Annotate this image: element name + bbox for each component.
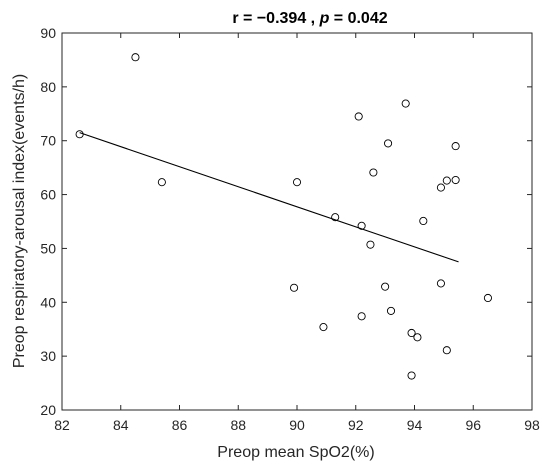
data-point (357, 312, 366, 321)
data-point (131, 53, 140, 62)
x-tick-label: 96 (465, 417, 481, 433)
y-tick-label: 30 (40, 348, 56, 364)
data-point (290, 283, 299, 292)
data-point (366, 240, 375, 249)
data-point (381, 282, 390, 291)
data-point (413, 333, 422, 342)
x-tick-label: 90 (289, 417, 305, 433)
data-point (442, 176, 451, 185)
data-point (157, 178, 166, 187)
chart-title-p-part: = 0.042 (329, 10, 387, 27)
y-tick-label: 40 (40, 294, 56, 310)
x-axis-title: Preop mean SpO2(%) (217, 444, 374, 461)
data-point (407, 328, 416, 338)
x-tick-label: 86 (172, 417, 188, 433)
y-tick-label: 50 (40, 240, 56, 256)
plot-box (61, 32, 533, 411)
data-point (354, 112, 363, 121)
data-point (386, 306, 396, 315)
data-point (292, 178, 302, 187)
data-point (331, 213, 340, 222)
ticks-layer: 82 84 86 88 90 92 94 96 98 20 30 40 50 60 70 80 90 (40, 25, 540, 433)
y-tick-label: 20 (40, 402, 56, 418)
x-tick-label: 92 (348, 417, 364, 433)
data-point (319, 323, 328, 332)
data-point (384, 139, 393, 148)
y-tick-label: 70 (40, 133, 56, 149)
axes-layer (61, 32, 533, 411)
data-point (357, 221, 366, 230)
y-tick-label: 90 (40, 25, 56, 41)
y-axis-title: Preop respiratory-arousal index(events/h… (11, 74, 28, 368)
data-point (442, 346, 451, 355)
data-point (483, 293, 492, 303)
data-point (451, 142, 460, 151)
chart-title: r = −0.394 , p = 0.042 (232, 10, 387, 27)
data-point (75, 130, 84, 139)
y-tick-label: 80 (40, 79, 56, 95)
x-tick-label: 98 (524, 417, 540, 433)
data-points-layer (75, 53, 492, 380)
data-point (407, 371, 416, 380)
data-point (436, 279, 445, 288)
x-tick-label: 84 (113, 417, 129, 433)
y-tick-label: 60 (40, 187, 56, 203)
regression-line (79, 132, 459, 263)
x-tick-label: 94 (407, 417, 423, 433)
x-tick-label: 82 (54, 417, 70, 433)
data-point (451, 175, 460, 185)
data-point (436, 183, 445, 192)
chart-title-p-symbol: p (319, 10, 330, 27)
chart-title-r-part: r = −0.394 , (232, 10, 319, 27)
data-point (401, 99, 410, 108)
x-tick-label: 88 (230, 417, 246, 433)
fit-line-layer (79, 132, 459, 263)
data-point (419, 216, 428, 226)
data-point (369, 168, 378, 177)
